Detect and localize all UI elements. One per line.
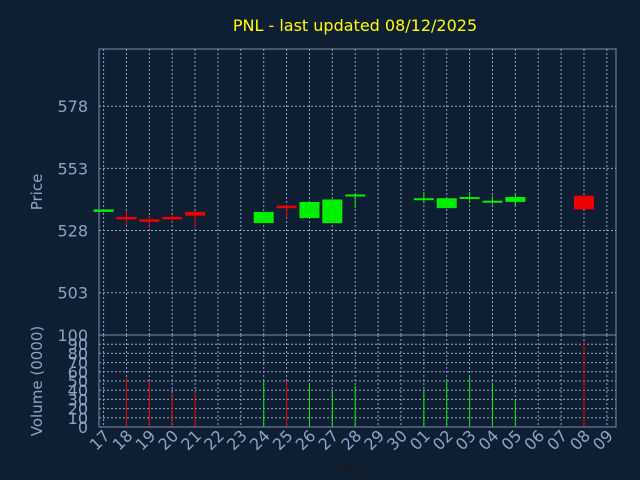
candle-body <box>116 216 137 220</box>
volume-tick-label: 60 <box>68 363 88 382</box>
candle-body <box>276 205 297 209</box>
candle-body <box>162 216 183 220</box>
chart-title: PNL - last updated 08/12/2025 <box>233 16 477 35</box>
volume-tick-label: 10 <box>68 409 88 428</box>
x-axis: 1718192021222324252627282930010203040506… <box>86 426 617 454</box>
volume-panel-frame <box>98 334 617 428</box>
candle-body <box>459 196 480 199</box>
volume-tick-label: 80 <box>68 344 88 363</box>
volume-tick-label: 40 <box>68 381 88 400</box>
candle-body <box>322 199 343 224</box>
candle-body <box>139 219 160 222</box>
volume-tick-label: 30 <box>68 390 88 409</box>
volume-tick-label: 20 <box>68 400 88 419</box>
candle-body <box>299 201 320 219</box>
volume-tick-label: 0 <box>78 418 88 437</box>
price-axis-label: Price <box>28 174 46 211</box>
candle-body <box>93 209 114 212</box>
candle-body <box>482 200 503 203</box>
price-tick-label: 553 <box>57 159 88 178</box>
volume-axis-label: Volume (0000) <box>28 326 46 436</box>
price-tick-label: 578 <box>57 97 88 116</box>
volume-tick-label: 90 <box>68 335 88 354</box>
candle-body <box>505 196 526 202</box>
candle-body <box>436 198 457 209</box>
x-axis-label: Day <box>333 458 363 476</box>
volume-tick-label: 100 <box>57 326 88 345</box>
price-tick-label: 528 <box>57 222 88 241</box>
candle-body <box>253 211 274 224</box>
price-tick-label: 503 <box>57 284 88 303</box>
candle-body <box>573 195 594 210</box>
volume-tick-label: 70 <box>68 354 88 373</box>
candle-body <box>345 194 366 197</box>
candle-body <box>185 211 206 216</box>
candle-body <box>413 198 434 201</box>
volume-tick-label: 50 <box>68 372 88 391</box>
price-panel: 503 528 553 578 <box>57 48 617 336</box>
